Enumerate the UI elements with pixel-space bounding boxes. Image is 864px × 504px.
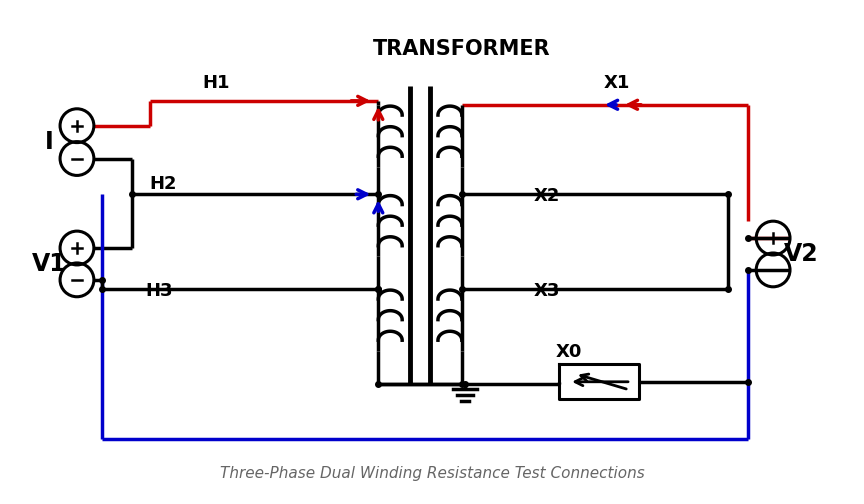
Text: TRANSFORMER: TRANSFORMER xyxy=(373,39,550,59)
Text: V2: V2 xyxy=(784,242,818,266)
Text: H3: H3 xyxy=(146,282,174,300)
Text: V1: V1 xyxy=(32,252,67,276)
Text: X3: X3 xyxy=(533,282,560,300)
Text: X1: X1 xyxy=(604,74,630,92)
Text: X0: X0 xyxy=(556,343,582,361)
Text: H2: H2 xyxy=(149,175,177,194)
Text: X2: X2 xyxy=(533,187,560,205)
Text: I: I xyxy=(45,130,54,154)
Text: H1: H1 xyxy=(202,74,230,92)
Text: Three-Phase Dual Winding Resistance Test Connections: Three-Phase Dual Winding Resistance Test… xyxy=(219,466,645,481)
